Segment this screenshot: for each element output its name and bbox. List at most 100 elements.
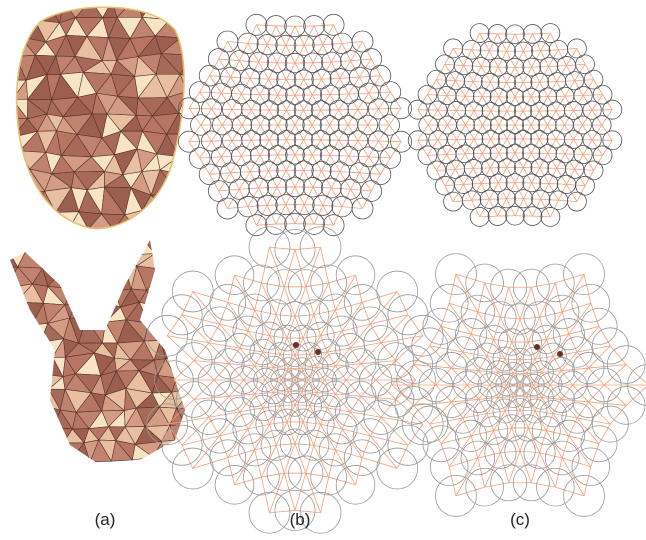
packing-edge xyxy=(362,41,371,58)
packing-edge xyxy=(200,157,222,158)
mesh-face xyxy=(44,233,65,253)
packing-edge xyxy=(566,169,574,184)
packing-edge xyxy=(527,397,542,398)
packing-edge xyxy=(256,224,276,225)
packing-edge xyxy=(480,216,498,217)
packing-edge xyxy=(260,110,269,125)
packing-edge xyxy=(474,97,482,111)
packing-edge xyxy=(201,125,212,141)
mesh-face xyxy=(21,325,41,343)
packing-edge xyxy=(303,422,320,424)
panel-label: (b) xyxy=(290,510,311,529)
mesh-face xyxy=(196,233,221,255)
packing-edge xyxy=(255,450,262,477)
mesh-face xyxy=(130,234,155,255)
mesh-face xyxy=(17,390,45,409)
packing-edge xyxy=(500,451,520,453)
mesh-face xyxy=(212,306,227,325)
packing-edge xyxy=(335,310,342,331)
mesh-face xyxy=(142,210,170,229)
packing-edge xyxy=(532,183,549,184)
packing-edge xyxy=(209,417,220,436)
mesh-face xyxy=(33,210,56,232)
packing-edge xyxy=(465,82,473,97)
packing-edge xyxy=(540,82,548,96)
packing-edge xyxy=(250,62,259,78)
packing-edge xyxy=(321,110,330,125)
mesh-face xyxy=(232,0,252,19)
packing-edge xyxy=(278,95,287,110)
packing-edge xyxy=(267,45,286,46)
packing-edge xyxy=(221,77,230,93)
mesh-face xyxy=(205,234,226,255)
mesh-face xyxy=(165,253,178,270)
packing-edge xyxy=(547,125,556,139)
packing-edge xyxy=(369,93,379,109)
mesh-face xyxy=(175,426,202,447)
mesh-face xyxy=(203,291,224,306)
packing-edge xyxy=(520,451,531,483)
packing-edge xyxy=(314,445,336,450)
packing-edge xyxy=(591,444,599,467)
mesh-face xyxy=(104,266,124,291)
packing-edge xyxy=(269,473,284,513)
packing-edge xyxy=(533,216,551,217)
packing-edge xyxy=(509,287,520,319)
mesh-face xyxy=(70,253,89,273)
packing-edge xyxy=(447,81,456,96)
packing-edge xyxy=(280,354,295,355)
mesh-face xyxy=(175,440,202,459)
packing-edge xyxy=(269,406,280,425)
packing-edge xyxy=(507,125,515,139)
mesh-face xyxy=(175,207,199,227)
packing-edge xyxy=(278,110,287,125)
packing-edge xyxy=(452,352,463,368)
packing-edge xyxy=(321,155,330,171)
packing-edge xyxy=(314,310,336,315)
mesh-face xyxy=(19,370,39,390)
packing-edge xyxy=(232,125,242,141)
packing-edge xyxy=(200,92,222,93)
mesh-face xyxy=(0,176,19,193)
packing-edge xyxy=(269,140,278,155)
packing-edge xyxy=(499,111,507,125)
packing-edge xyxy=(351,173,360,189)
packing-edge xyxy=(358,109,368,125)
mesh-face xyxy=(70,239,89,254)
packing-edge xyxy=(573,125,582,139)
packing-edge xyxy=(441,303,449,326)
packing-edge xyxy=(231,173,240,189)
packing-edge xyxy=(306,473,329,477)
mesh-face xyxy=(180,38,202,55)
packing-edge xyxy=(531,97,539,111)
packing-edge xyxy=(269,247,295,249)
packing-edge xyxy=(445,186,453,202)
packing-edge xyxy=(471,436,478,458)
packing-edge xyxy=(229,348,240,364)
packing-edge xyxy=(369,92,391,93)
packing-edge xyxy=(327,408,350,412)
packing-edge xyxy=(260,95,269,110)
mesh-face xyxy=(169,238,185,254)
packing-edge xyxy=(295,354,310,355)
packing-edge xyxy=(438,140,447,155)
mesh-face xyxy=(0,339,20,358)
packing-edge xyxy=(278,125,287,140)
packing-edge xyxy=(255,366,274,368)
mesh-face xyxy=(61,253,75,273)
packing-edge xyxy=(577,418,599,444)
mesh-face xyxy=(170,207,185,227)
packing-edge xyxy=(228,458,235,485)
packing-edge xyxy=(380,76,390,92)
mesh-face xyxy=(4,34,20,56)
packing-edge xyxy=(269,336,286,338)
mesh-face xyxy=(0,137,20,155)
packing-edge xyxy=(329,283,336,310)
packing-edge xyxy=(273,392,288,393)
packing-edge xyxy=(304,79,313,95)
packing-edge xyxy=(531,283,555,287)
packing-edge xyxy=(531,125,539,139)
packing-edge xyxy=(348,109,358,125)
mesh-face xyxy=(12,339,25,358)
mesh-face xyxy=(25,342,53,357)
